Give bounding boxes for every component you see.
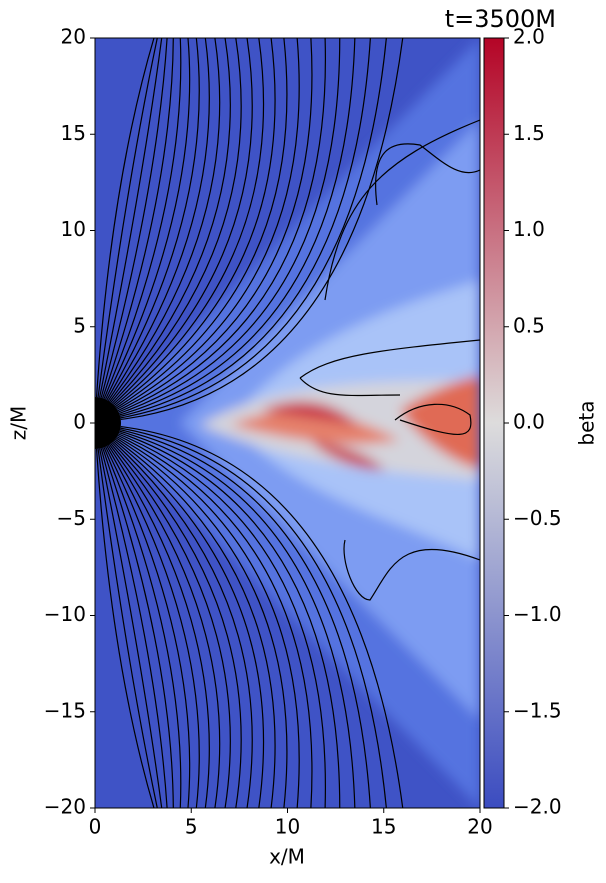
x-axis-label: x/M [269, 845, 305, 869]
field-line [107, 445, 210, 808]
field-line [100, 38, 168, 398]
field-line [103, 447, 182, 808]
field-line [110, 443, 231, 808]
field-line [112, 441, 253, 808]
y-axis-label: z/M [7, 406, 31, 441]
field-line [111, 442, 242, 808]
field-lines [95, 38, 404, 808]
colorbar-tick-label: 0.0 [513, 410, 545, 434]
colorbar-label: beta [575, 400, 599, 445]
field-line [109, 444, 221, 808]
x-tick-label: 20 [467, 815, 492, 839]
colorbar-tick-label: −2.0 [513, 795, 562, 819]
colorbar-tick-label: 1.5 [513, 121, 545, 145]
field-line [114, 438, 276, 808]
field-line [102, 38, 174, 399]
x-tick-label: 10 [275, 815, 300, 839]
field-line [115, 38, 288, 409]
colorbar-tick-label: 1.0 [513, 217, 545, 241]
field-line [97, 38, 158, 398]
black-hole [95, 397, 121, 449]
chart-title: t=3500M [445, 5, 556, 33]
field-line [120, 38, 404, 421]
field-line [103, 38, 182, 399]
field-line [120, 425, 404, 808]
field-line [107, 38, 210, 401]
field-line [119, 430, 356, 808]
field-line [111, 38, 242, 404]
y-tick-label: −10 [44, 602, 86, 626]
colorbar-tick-label: −1.5 [513, 698, 562, 722]
field-line [109, 38, 221, 402]
field-line [105, 38, 191, 400]
field-line [120, 429, 371, 808]
field-line [105, 446, 191, 808]
field-line [106, 445, 200, 808]
field-line [95, 38, 155, 398]
field-line [99, 448, 163, 808]
colorbar-tick-label: 0.5 [513, 313, 545, 337]
y-tick-label: 20 [61, 25, 86, 49]
y-tick-label: 0 [73, 410, 86, 434]
field-line [118, 38, 327, 413]
contour [299, 119, 480, 601]
field-line [118, 432, 341, 808]
field-line [102, 447, 174, 808]
y-tick-label: 5 [73, 313, 86, 337]
field-line [118, 38, 341, 414]
field-line [120, 427, 387, 808]
colorbar-tick-label: −1.0 [513, 602, 562, 626]
field [95, 38, 480, 808]
x-tick-label: 5 [185, 815, 198, 839]
y-tick-label: 10 [61, 217, 86, 241]
field-line [115, 437, 288, 808]
colorbar [483, 37, 505, 809]
colorbar-tick-label: −0.5 [513, 506, 562, 530]
field-line [116, 436, 300, 808]
field-line [118, 433, 327, 808]
x-tick-label: 0 [89, 815, 102, 839]
field-line [97, 448, 158, 808]
field-texture [100, 38, 480, 808]
field-line [116, 38, 300, 410]
field-line [99, 38, 163, 398]
colorbar-tick-label: 2.0 [513, 25, 545, 49]
y-tick-label: −15 [44, 698, 86, 722]
field-line [95, 448, 155, 808]
field-line [113, 38, 265, 407]
field-line [112, 38, 253, 405]
field-line [110, 38, 231, 403]
field-line [117, 38, 313, 412]
field-line [120, 38, 387, 419]
y-tick-label: 15 [61, 121, 86, 145]
field-line [113, 439, 265, 808]
x-tick-label: 15 [371, 815, 396, 839]
field-line [100, 448, 168, 808]
y-tick-label: −5 [57, 506, 86, 530]
field-line [106, 38, 200, 401]
field-line [114, 38, 276, 408]
y-tick-label: −20 [44, 795, 86, 819]
field-line [117, 434, 313, 808]
field-line [120, 38, 371, 417]
field-line [119, 38, 356, 416]
